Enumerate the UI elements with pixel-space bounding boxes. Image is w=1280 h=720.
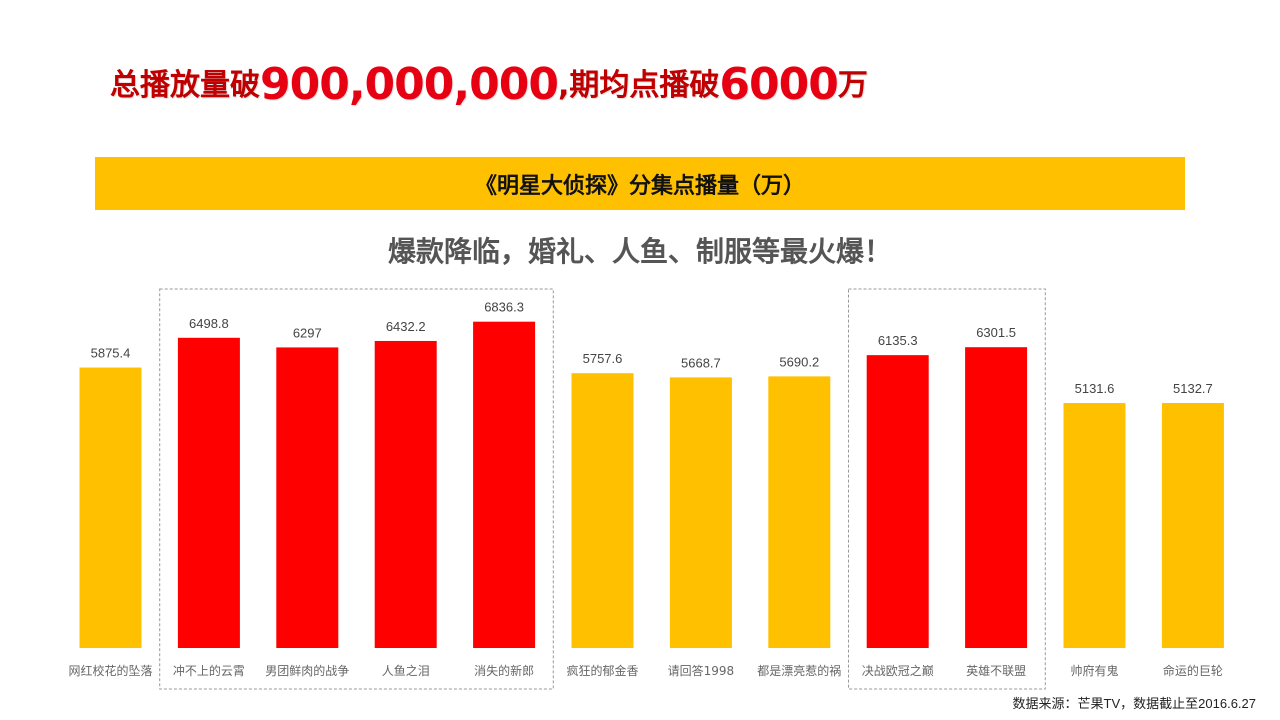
data-source-note: 数据来源：芒果TV，数据截止至2016.6.27 [1012,696,1256,711]
bar [768,376,831,648]
bar [1161,402,1224,648]
highlight-group-box [159,288,554,690]
headline-avg-views: 6000 [719,59,838,110]
headline-part3: ,期均点播破 [557,68,720,103]
bar [79,367,142,648]
bar [177,337,240,648]
category-label: 消失的新郎 [474,663,534,678]
category-label: 男团鲜肉的战争 [265,663,349,678]
category-label: 都是漂亮惹的祸 [757,663,841,678]
bar-value-label: 6135.3 [878,333,918,348]
bar-value-label: 6297 [293,325,322,340]
category-label: 帅府有鬼 [1070,663,1118,678]
category-label: 网红校花的坠落 [68,663,152,678]
bar-value-label: 6432.2 [386,319,426,334]
bar [1063,403,1126,648]
headline-total-views: 900,000,000 [260,59,559,110]
highlight-group-box [848,288,1046,690]
chart-title: 《明星大侦探》分集点播量（万） [474,172,805,199]
bar-value-label: 6836.3 [484,300,524,315]
headline-part1: 总播放量破 [110,68,260,103]
chart-title-band: 《明星大侦探》分集点播量（万） [95,157,1185,210]
category-label: 命运的巨轮 [1163,663,1223,678]
category-label: 决战欧冠之巅 [862,664,934,678]
bar [571,373,634,648]
category-label: 疯狂的郁金香 [566,663,638,678]
bar [473,321,536,648]
category-label: 请回答1998 [668,663,735,678]
category-label: 人鱼之泪 [382,664,430,678]
bar-value-label: 5131.6 [1075,381,1115,396]
bar [866,355,929,648]
bar [276,347,339,648]
bar-value-label: 5668.7 [681,355,721,370]
chart-subtitle: 爆款降临，婚礼、人鱼、制服等最火爆！ [387,235,892,268]
bar [669,377,732,648]
bar-value-label: 6498.8 [189,316,229,331]
category-label: 冲不上的云霄 [173,663,245,678]
bar-value-label: 6301.5 [976,325,1016,340]
bar-value-label: 5690.2 [779,354,819,369]
bar-value-label: 5757.6 [583,351,623,366]
headline-unit: 万 [837,68,868,103]
bar-value-label: 5875.4 [91,346,131,361]
bar [965,347,1028,648]
bar [374,340,437,648]
category-label: 英雄不联盟 [966,663,1026,678]
bar-value-label: 5132.7 [1173,381,1213,396]
headline: 总播放量破 900,000,000 ,期均点播破 6000 万 [110,50,868,110]
